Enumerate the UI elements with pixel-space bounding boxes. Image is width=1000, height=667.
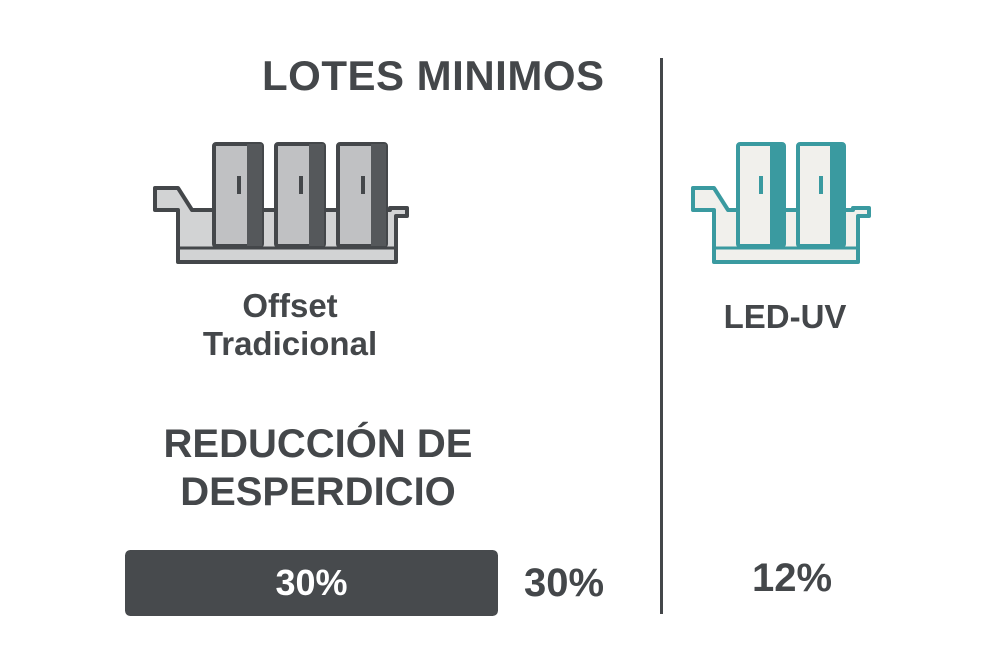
offset-label: Offset Tradicional [170,287,410,363]
waste-reduction-line2: DESPERDICIO [180,470,456,514]
offset-label-line1: Offset [242,287,338,324]
offset-percent: 30% [524,561,605,605]
waste-reduction-bar: 30% [125,550,498,616]
bar-value-label: 30% [275,562,348,603]
diagram-title: LOTES MINIMOS [262,52,605,99]
waste-reduction-bar-fill: 30% [125,550,498,616]
column-divider [660,58,663,614]
offset-label-line2: Tradicional [202,325,378,362]
led-uv-press-icon [691,142,871,264]
led-uv-label: LED-UV [723,298,847,335]
led-uv-percent: 12% [752,556,833,600]
offset-press-icon [153,142,409,264]
waste-reduction-line1: REDUCCIÓN DE [163,422,473,466]
waste-reduction-heading: REDUCCIÓN DE DESPERDICIO [128,420,508,516]
